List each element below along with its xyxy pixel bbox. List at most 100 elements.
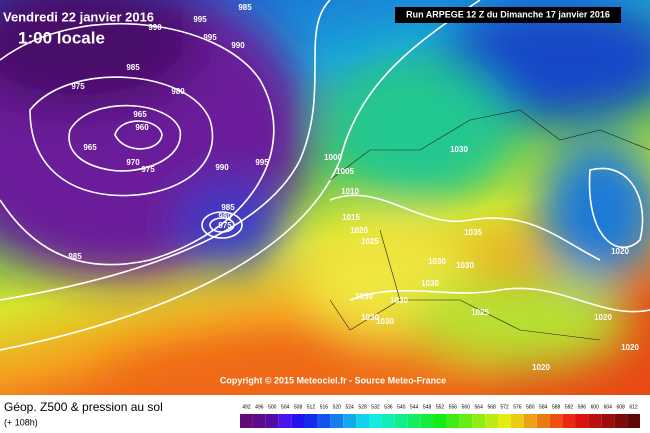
isobar-label: 1020	[611, 247, 629, 256]
scale-label: 572	[500, 404, 509, 410]
scale-label: 556	[449, 404, 458, 410]
isobar-label: 990	[148, 23, 162, 32]
isobar-label: 975	[71, 82, 85, 91]
scale-swatch	[420, 414, 434, 428]
isobar-label: 980	[218, 212, 232, 221]
scale-swatch	[407, 414, 421, 428]
isobar-label: 985	[126, 63, 140, 72]
scale-swatch	[381, 414, 395, 428]
scale-label: 492	[242, 404, 251, 410]
scale-label: 612	[629, 404, 638, 410]
scale-swatch	[536, 414, 550, 428]
scale-label: 496	[255, 404, 264, 410]
isobar-label: 1020	[350, 226, 368, 235]
isobar-label: 1020	[621, 343, 639, 352]
scale-swatch	[278, 414, 292, 428]
scale-label: 524	[346, 404, 355, 410]
isobar-label: 1030	[355, 292, 373, 301]
scale-label: 596	[578, 404, 587, 410]
scale-swatch	[291, 414, 305, 428]
scale-swatch	[394, 414, 408, 428]
scale-swatch	[459, 414, 473, 428]
scale-label: 604	[604, 404, 613, 410]
run-box	[395, 7, 621, 23]
scale-swatch	[343, 414, 357, 428]
scale-swatch	[614, 414, 628, 428]
scale-label: 568	[487, 404, 496, 410]
footer-lead: (+ 108h)	[4, 417, 38, 427]
scale-label: 536	[384, 404, 393, 410]
isobar-label: 995	[255, 158, 269, 167]
scale-swatch	[472, 414, 486, 428]
scale-swatch	[369, 414, 382, 428]
scale-label: 528	[358, 404, 367, 410]
scale-swatch	[240, 414, 253, 428]
scale-swatch	[265, 414, 279, 428]
scale-swatch	[446, 414, 460, 428]
isobar-label: 1020	[594, 313, 612, 322]
isobar-label: 985	[221, 203, 235, 212]
scale-swatch	[498, 414, 511, 428]
local-time: 1:00 locale	[18, 28, 105, 47]
scale-swatch	[588, 414, 602, 428]
isobar-label: 995	[193, 15, 207, 24]
scale-label: 600	[591, 404, 600, 410]
scale-label: 532	[371, 404, 380, 410]
isobar-label: 1030	[428, 257, 446, 266]
isobar-label: 1030	[450, 145, 468, 154]
scale-swatch	[575, 414, 589, 428]
scale-label: 500	[268, 404, 277, 410]
scale-label: 588	[552, 404, 561, 410]
isobar-label: 1000	[324, 153, 342, 162]
isobar-label: 990	[215, 163, 229, 172]
isobar-label: 1025	[471, 308, 489, 317]
scale-label: 540	[397, 404, 406, 410]
scale-swatch	[510, 414, 524, 428]
isobar-label: 975	[218, 221, 232, 230]
scale-label: 576	[513, 404, 522, 410]
run-info: Run ARPEGE 12 Z du Dimanche 17 janvier 2…	[406, 9, 610, 19]
scale-label: 512	[307, 404, 316, 410]
scale-swatch	[304, 414, 318, 428]
isobar-label: 965	[83, 143, 97, 152]
scale-label: 584	[539, 404, 548, 410]
scale-swatch	[601, 414, 615, 428]
scale-label: 580	[526, 404, 535, 410]
scale-swatch	[523, 414, 537, 428]
isobar-label: 1010	[341, 187, 359, 196]
isobar-label: 980	[171, 87, 185, 96]
isobar-label: 965	[133, 110, 147, 119]
scale-label: 552	[436, 404, 445, 410]
scale-label: 608	[616, 404, 625, 410]
scale-swatch	[330, 414, 344, 428]
isobar-label: 1025	[361, 237, 379, 246]
scale-swatch	[549, 414, 563, 428]
scale-swatch	[252, 414, 266, 428]
isobar-label: 975	[141, 165, 155, 174]
scale-label: 508	[294, 404, 303, 410]
isobar-label: 960	[135, 123, 149, 132]
isobar-label: 1035	[464, 228, 482, 237]
isobar-label: 1005	[336, 167, 354, 176]
scale-label: 516	[320, 404, 329, 410]
isobar-label: 985	[238, 3, 252, 12]
scale-label: 504	[281, 404, 290, 410]
footer-title: Géop. Z500 & pression au sol	[4, 400, 163, 414]
scale-swatch	[356, 414, 370, 428]
isobar-label: 990	[231, 41, 245, 50]
isobar-label: 1030	[390, 296, 408, 305]
scale-swatch	[433, 414, 447, 428]
isobar-label: 1030	[421, 279, 439, 288]
isobar-label: 970	[126, 158, 140, 167]
copyright: Copyright © 2015 Meteociel.fr - Source M…	[220, 375, 446, 385]
scale-label: 564	[475, 404, 484, 410]
scale-label: 560	[462, 404, 471, 410]
scale-label: 548	[423, 404, 432, 410]
scale-label: 592	[565, 404, 574, 410]
isobar-label: 1030	[376, 317, 394, 326]
isobar-label: 1015	[342, 213, 360, 222]
scale-label: 544	[410, 404, 419, 410]
scale-label: 520	[333, 404, 342, 410]
